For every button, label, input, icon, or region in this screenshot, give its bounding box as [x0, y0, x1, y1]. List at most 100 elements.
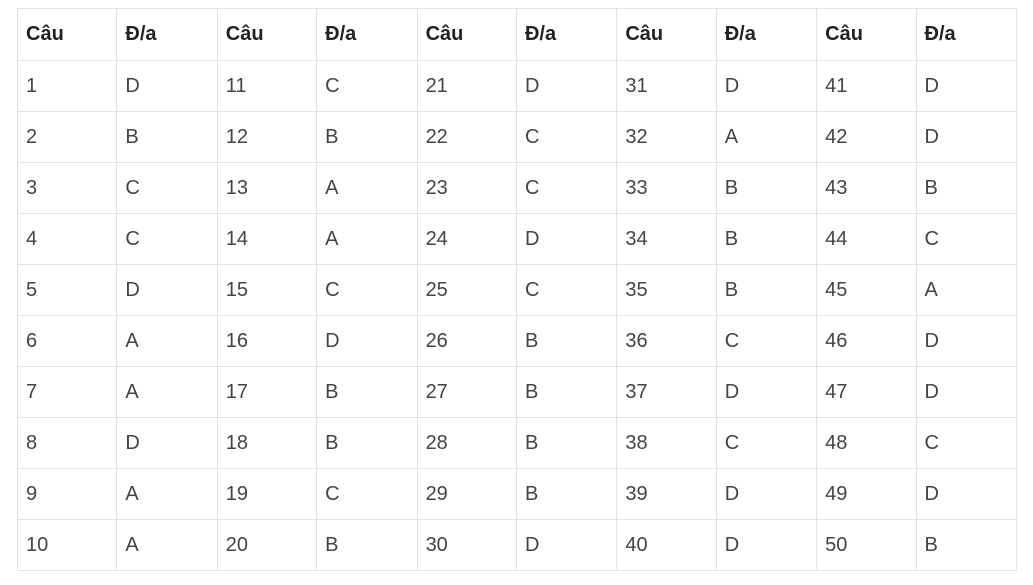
table-row: 10 A 20 B 30 D 40 D 50 B — [16, 519, 1018, 571]
question-number-cell: 10 — [16, 519, 118, 571]
answer-cell: A — [116, 366, 218, 418]
answer-cell: C — [715, 417, 818, 469]
question-number-cell: 43 — [816, 162, 917, 214]
question-number-cell: 30 — [416, 519, 517, 571]
table-row: 8 D 18 B 28 B 38 C 48 C — [16, 417, 1018, 469]
question-number-cell: 25 — [416, 264, 517, 316]
column-header-question: Câu — [416, 8, 517, 61]
question-number-cell: 20 — [216, 519, 318, 571]
question-number-cell: 24 — [416, 213, 517, 265]
question-number-cell: 4 — [16, 213, 118, 265]
answer-cell: D — [515, 213, 618, 265]
question-number-cell: 22 — [416, 111, 517, 163]
question-number-cell: 5 — [16, 264, 118, 316]
answer-cell: A — [116, 468, 218, 520]
question-number-cell: 15 — [216, 264, 318, 316]
table-row: 9 A 19 C 29 B 39 D 49 D — [16, 468, 1018, 520]
question-number-cell: 49 — [816, 468, 917, 520]
question-number-cell: 27 — [416, 366, 517, 418]
answer-cell: C — [316, 264, 418, 316]
answer-cell: B — [316, 417, 418, 469]
question-number-cell: 31 — [616, 60, 717, 112]
answer-cell: B — [316, 366, 418, 418]
table-row: 6 A 16 D 26 B 36 C 46 D — [16, 315, 1018, 367]
column-header-question: Câu — [616, 8, 717, 61]
question-number-cell: 1 — [16, 60, 118, 112]
table-row: 2 B 12 B 22 C 32 A 42 D — [16, 111, 1018, 163]
question-number-cell: 8 — [16, 417, 118, 469]
answer-cell: A — [915, 264, 1018, 316]
answer-cell: C — [915, 213, 1018, 265]
answer-cell: D — [316, 315, 418, 367]
table-body: 1 D 11 C 21 D 31 D 41 D 2 B 12 B 22 C 32 A 42 D 3 C 13 A 23 C 33 B 4… — [16, 60, 1018, 571]
table-row: 4 C 14 A 24 D 34 B 44 C — [16, 213, 1018, 265]
answer-cell: B — [915, 162, 1018, 214]
question-number-cell: 50 — [816, 519, 917, 571]
answer-cell: B — [515, 417, 618, 469]
question-number-cell: 29 — [416, 468, 517, 520]
question-number-cell: 35 — [616, 264, 717, 316]
answer-cell: A — [116, 519, 218, 571]
question-number-cell: 7 — [16, 366, 118, 418]
column-header-question: Câu — [16, 8, 118, 61]
answer-cell: C — [116, 162, 218, 214]
answer-cell: D — [715, 519, 818, 571]
answer-cell: C — [715, 315, 818, 367]
question-number-cell: 16 — [216, 315, 318, 367]
question-number-cell: 34 — [616, 213, 717, 265]
answer-cell: A — [316, 213, 418, 265]
answer-cell: D — [116, 417, 218, 469]
question-number-cell: 13 — [216, 162, 318, 214]
table-row: 1 D 11 C 21 D 31 D 41 D — [16, 60, 1018, 112]
question-number-cell: 48 — [816, 417, 917, 469]
question-number-cell: 21 — [416, 60, 517, 112]
answer-cell: D — [515, 519, 618, 571]
question-number-cell: 17 — [216, 366, 318, 418]
answer-cell: D — [915, 60, 1018, 112]
answer-cell: D — [915, 315, 1018, 367]
question-number-cell: 23 — [416, 162, 517, 214]
answer-cell: C — [316, 60, 418, 112]
column-header-answer: Đ/a — [915, 8, 1018, 61]
answer-cell: D — [715, 468, 818, 520]
question-number-cell: 33 — [616, 162, 717, 214]
table-row: 3 C 13 A 23 C 33 B 43 B — [16, 162, 1018, 214]
column-header-answer: Đ/a — [515, 8, 618, 61]
answer-cell: B — [116, 111, 218, 163]
answer-cell: C — [515, 264, 618, 316]
question-number-cell: 42 — [816, 111, 917, 163]
answer-cell: C — [515, 162, 618, 214]
question-number-cell: 14 — [216, 213, 318, 265]
answer-cell: A — [715, 111, 818, 163]
answer-cell: B — [715, 213, 818, 265]
question-number-cell: 2 — [16, 111, 118, 163]
question-number-cell: 37 — [616, 366, 717, 418]
column-header-answer: Đ/a — [715, 8, 818, 61]
column-header-question: Câu — [216, 8, 318, 61]
answer-cell: C — [316, 468, 418, 520]
question-number-cell: 19 — [216, 468, 318, 520]
table-row: 5 D 15 C 25 C 35 B 45 A — [16, 264, 1018, 316]
answer-cell: D — [915, 468, 1018, 520]
answer-cell: B — [915, 519, 1018, 571]
answer-cell: D — [715, 60, 818, 112]
answer-cell: C — [915, 417, 1018, 469]
answer-cell: B — [515, 468, 618, 520]
column-header-answer: Đ/a — [316, 8, 418, 61]
answer-cell: B — [515, 315, 618, 367]
answer-cell: B — [316, 519, 418, 571]
answer-cell: D — [715, 366, 818, 418]
question-number-cell: 26 — [416, 315, 517, 367]
answer-cell: B — [515, 366, 618, 418]
table-header-row: Câu Đ/a Câu Đ/a Câu Đ/a Câu Đ/a Câu Đ/a — [16, 8, 1018, 61]
column-header-question: Câu — [816, 8, 917, 61]
answer-cell: D — [915, 111, 1018, 163]
answer-cell: B — [715, 162, 818, 214]
table-row: 7 A 17 B 27 B 37 D 47 D — [16, 366, 1018, 418]
answer-cell: C — [116, 213, 218, 265]
answer-cell: B — [715, 264, 818, 316]
question-number-cell: 28 — [416, 417, 517, 469]
question-number-cell: 45 — [816, 264, 917, 316]
answer-cell: D — [116, 264, 218, 316]
